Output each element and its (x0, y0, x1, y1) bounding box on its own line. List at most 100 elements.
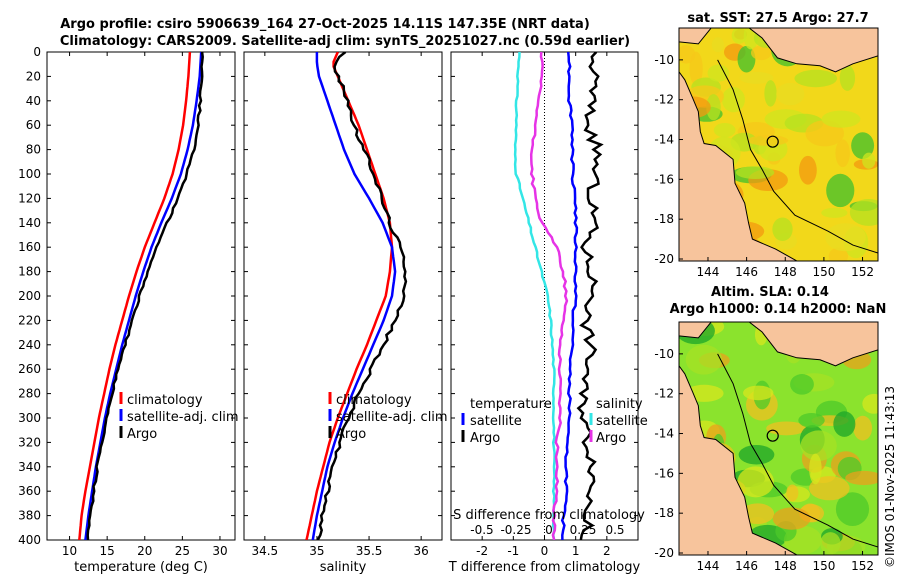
legend-label: salinity (596, 397, 643, 412)
y-tick-label: 320 (18, 435, 41, 449)
map-field-patch (794, 69, 838, 88)
top-axis-label: S difference from climatology (453, 508, 645, 523)
x-tick-label: 2 (603, 544, 611, 558)
plot-frame (46, 51, 236, 541)
y-tick-label: 160 (18, 240, 41, 254)
map-field-patch (835, 139, 850, 168)
y-tick-label: 40 (26, 94, 41, 108)
y-tick-label: 80 (26, 143, 41, 157)
map-field-patch (685, 344, 722, 375)
credit-timestamp: ©IMOS 01-Nov-2025 11:43:13 (883, 386, 897, 568)
map-y-tick-label: -14 (654, 427, 674, 441)
map-x-tick-label: 150 (812, 559, 835, 573)
series-argo (86, 52, 204, 540)
map-y-tick-label: -14 (654, 133, 674, 147)
top-tick-label: -0.25 (500, 523, 531, 537)
plot-frame (243, 51, 443, 541)
map-field-patch (853, 415, 873, 441)
series-salinity-satellite (529, 52, 569, 540)
map-field-patch (862, 393, 878, 414)
title-line2: Climatology: CARS2009. Satellite-adj cli… (60, 34, 630, 49)
argo-position-marker (766, 429, 779, 442)
x-axis-label: salinity (320, 560, 367, 575)
map-field-patch (743, 28, 759, 50)
series-climatology (78, 52, 192, 540)
map-field-patch (786, 484, 799, 502)
land-png (679, 28, 878, 73)
map-field-patch (750, 45, 772, 61)
land-australia (679, 364, 798, 555)
series-argo (316, 52, 408, 540)
y-tick-label: 380 (18, 509, 41, 523)
map-field-patch (772, 217, 793, 242)
x-tick-label: 35.5 (356, 544, 383, 558)
map-y-tick-label: -20 (654, 252, 674, 266)
series-satellite-adj-clim (311, 52, 397, 540)
map-x-tick-label: 144 (697, 265, 720, 279)
map-y-tick-label: -10 (654, 347, 674, 361)
legend-label: satellite-adj. clim (336, 410, 448, 425)
x-axis-label: temperature (deg C) (74, 560, 208, 575)
map-field-patch (820, 532, 841, 555)
y-tick-label: 240 (18, 338, 41, 352)
y-tick-label: 280 (18, 387, 41, 401)
map-frame (678, 27, 879, 262)
series-temperature-satellite (513, 52, 556, 540)
map-field-patch (706, 94, 721, 121)
x-tick-label: 36 (414, 544, 429, 558)
y-tick-label: 260 (18, 362, 41, 376)
map-field-patch (839, 65, 856, 91)
map-field-patch (737, 45, 756, 73)
y-tick-label: 100 (18, 167, 41, 181)
map-y-tick-label: -10 (654, 53, 674, 67)
legend-label: temperature (470, 397, 552, 412)
top-tick-label: 0.5 (605, 523, 624, 537)
x-tick-label: 0 (541, 544, 549, 558)
legend-label: satellite (470, 414, 522, 429)
map-field-patch (809, 453, 822, 485)
x-axis-label: T difference from climatology (448, 560, 641, 575)
legend-label: climatology (336, 393, 412, 408)
map-field-patch (743, 385, 774, 401)
legend-label: Argo (596, 431, 626, 446)
difference-panel: -2 -1 0 1 2 T difference from climatology S di… (448, 51, 648, 575)
legend-label: satellite (596, 414, 648, 429)
y-tick-label: 360 (18, 484, 41, 498)
map-field-patch (821, 207, 848, 218)
argo-position-marker (766, 135, 779, 148)
x-tick-label: 1 (572, 544, 580, 558)
sla-map-title-line1: Altim. SLA: 0.14 (711, 285, 829, 300)
series-salinity-argo (560, 52, 579, 540)
temperature-panel: 0 20 40 60 80 100 120 140 160 180 200 220 240 260 280 3… (18, 45, 239, 575)
map-field-patch (798, 413, 825, 428)
map-x-tick-label: 148 (774, 559, 797, 573)
x-tick-label: -2 (476, 544, 488, 558)
sst-map-panel: 144 146 148 150 152 -10 -12 -14 -16 -18 -20 (654, 27, 879, 279)
x-tick-label: 25 (175, 544, 190, 558)
map-field-patch (776, 82, 805, 106)
y-tick-label: 180 (18, 265, 41, 279)
map-field-patch (713, 122, 736, 138)
land-png (679, 322, 878, 367)
y-tick-label: 60 (26, 118, 41, 132)
map-field-patch (849, 199, 878, 226)
x-tick-label: 35 (309, 544, 324, 558)
map-x-tick-label: 150 (812, 265, 835, 279)
map-field-patch (825, 223, 866, 252)
map-y-tick-label: -18 (654, 506, 674, 520)
map-x-tick-label: 146 (735, 265, 758, 279)
map-x-tick-label: 148 (774, 265, 797, 279)
map-field-patch (764, 80, 777, 107)
x-tick-label: -1 (507, 544, 519, 558)
y-tick-label: 220 (18, 313, 41, 327)
x-tick-label: 15 (100, 544, 115, 558)
map-field-patch (809, 476, 850, 501)
salinity-panel: 34.5 35 35.5 36 salinity climatology satellite… (243, 51, 448, 575)
map-x-tick-label: 152 (851, 559, 874, 573)
top-tick-label: 0 (545, 523, 553, 537)
map-y-tick-label: -18 (654, 212, 674, 226)
y-tick-label: 340 (18, 460, 41, 474)
legend-label: climatology (127, 393, 203, 408)
depth-contour (717, 353, 878, 548)
legend-label: Argo (470, 431, 500, 446)
